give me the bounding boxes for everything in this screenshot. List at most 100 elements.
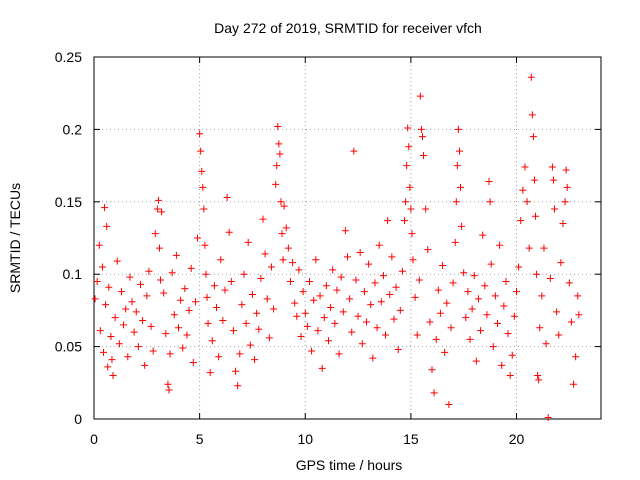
y-tick-label: 0.1 <box>63 266 83 282</box>
data-point <box>354 312 362 320</box>
x-axis-title: GPS time / hours <box>296 457 403 473</box>
data-point <box>322 282 330 290</box>
data-point <box>513 288 520 296</box>
data-point <box>295 266 303 274</box>
data-point <box>369 354 377 362</box>
data-point <box>392 283 400 291</box>
data-points <box>91 73 583 422</box>
data-point <box>204 319 212 327</box>
data-point <box>394 345 402 353</box>
data-point <box>132 308 140 316</box>
data-point <box>147 322 155 330</box>
data-point <box>538 292 546 300</box>
data-point <box>451 238 459 246</box>
data-point <box>96 327 104 335</box>
data-point <box>185 306 193 314</box>
data-point <box>284 244 292 252</box>
data-point <box>496 241 504 249</box>
data-point <box>523 198 531 206</box>
data-point <box>157 276 165 284</box>
data-point <box>273 162 281 170</box>
data-point <box>422 205 430 213</box>
data-point <box>487 260 495 268</box>
data-point <box>452 198 460 206</box>
data-point <box>401 217 409 225</box>
data-point <box>371 279 379 287</box>
data-point <box>213 304 221 312</box>
data-point <box>530 176 538 184</box>
data-point <box>485 178 493 186</box>
data-point <box>563 183 571 191</box>
data-point <box>529 133 537 141</box>
data-point <box>535 376 543 384</box>
data-point <box>426 318 434 326</box>
data-point <box>420 151 428 159</box>
data-point <box>486 198 494 206</box>
data-point <box>536 324 544 332</box>
data-point <box>107 332 115 340</box>
data-point <box>117 288 125 296</box>
data-point <box>199 183 207 191</box>
data-point <box>390 315 398 323</box>
data-point <box>236 350 244 358</box>
data-point <box>274 123 282 131</box>
data-point <box>348 328 356 336</box>
data-point <box>337 273 345 281</box>
data-point <box>289 259 297 267</box>
data-point <box>528 111 536 119</box>
data-point <box>527 73 535 81</box>
data-point <box>305 277 313 285</box>
data-point <box>458 222 466 230</box>
data-point <box>453 162 461 170</box>
data-point <box>172 251 180 259</box>
data-point <box>297 332 305 340</box>
data-point <box>232 367 240 375</box>
data-point <box>508 351 516 359</box>
data-point <box>276 150 284 158</box>
data-point <box>255 325 263 333</box>
data-point <box>108 356 116 364</box>
data-point <box>515 263 523 271</box>
data-point <box>544 414 552 422</box>
data-point <box>407 205 415 213</box>
x-tick-label: 0 <box>90 431 98 447</box>
data-point <box>331 319 339 327</box>
data-point <box>510 312 518 320</box>
data-point <box>346 295 354 303</box>
data-point <box>279 256 287 264</box>
data-point <box>100 348 108 356</box>
data-point <box>139 317 147 325</box>
data-point <box>415 276 423 284</box>
data-point <box>424 246 432 254</box>
data-point <box>466 335 474 343</box>
data-point <box>312 256 320 264</box>
data-point <box>572 353 580 361</box>
data-point <box>384 217 392 225</box>
data-point <box>154 196 162 204</box>
data-point <box>168 269 176 277</box>
data-point <box>136 280 144 288</box>
data-point <box>278 230 286 238</box>
data-point <box>206 369 214 377</box>
data-point <box>197 147 205 155</box>
data-point <box>263 295 271 303</box>
data-point <box>227 277 235 285</box>
data-point <box>406 183 414 191</box>
data-point <box>272 180 280 188</box>
x-tick-label: 5 <box>196 431 204 447</box>
data-point <box>324 337 332 345</box>
data-point <box>103 222 111 230</box>
data-point <box>532 212 540 220</box>
data-point <box>382 331 390 339</box>
data-point <box>223 193 231 201</box>
data-point <box>187 264 195 272</box>
data-point <box>360 288 368 296</box>
data-point <box>95 241 103 249</box>
data-point <box>417 125 425 133</box>
y-tick-label: 0.2 <box>63 121 83 137</box>
data-point <box>265 334 273 342</box>
data-point <box>246 341 254 349</box>
data-point <box>240 270 248 278</box>
data-point <box>575 311 583 319</box>
data-point <box>128 298 136 306</box>
